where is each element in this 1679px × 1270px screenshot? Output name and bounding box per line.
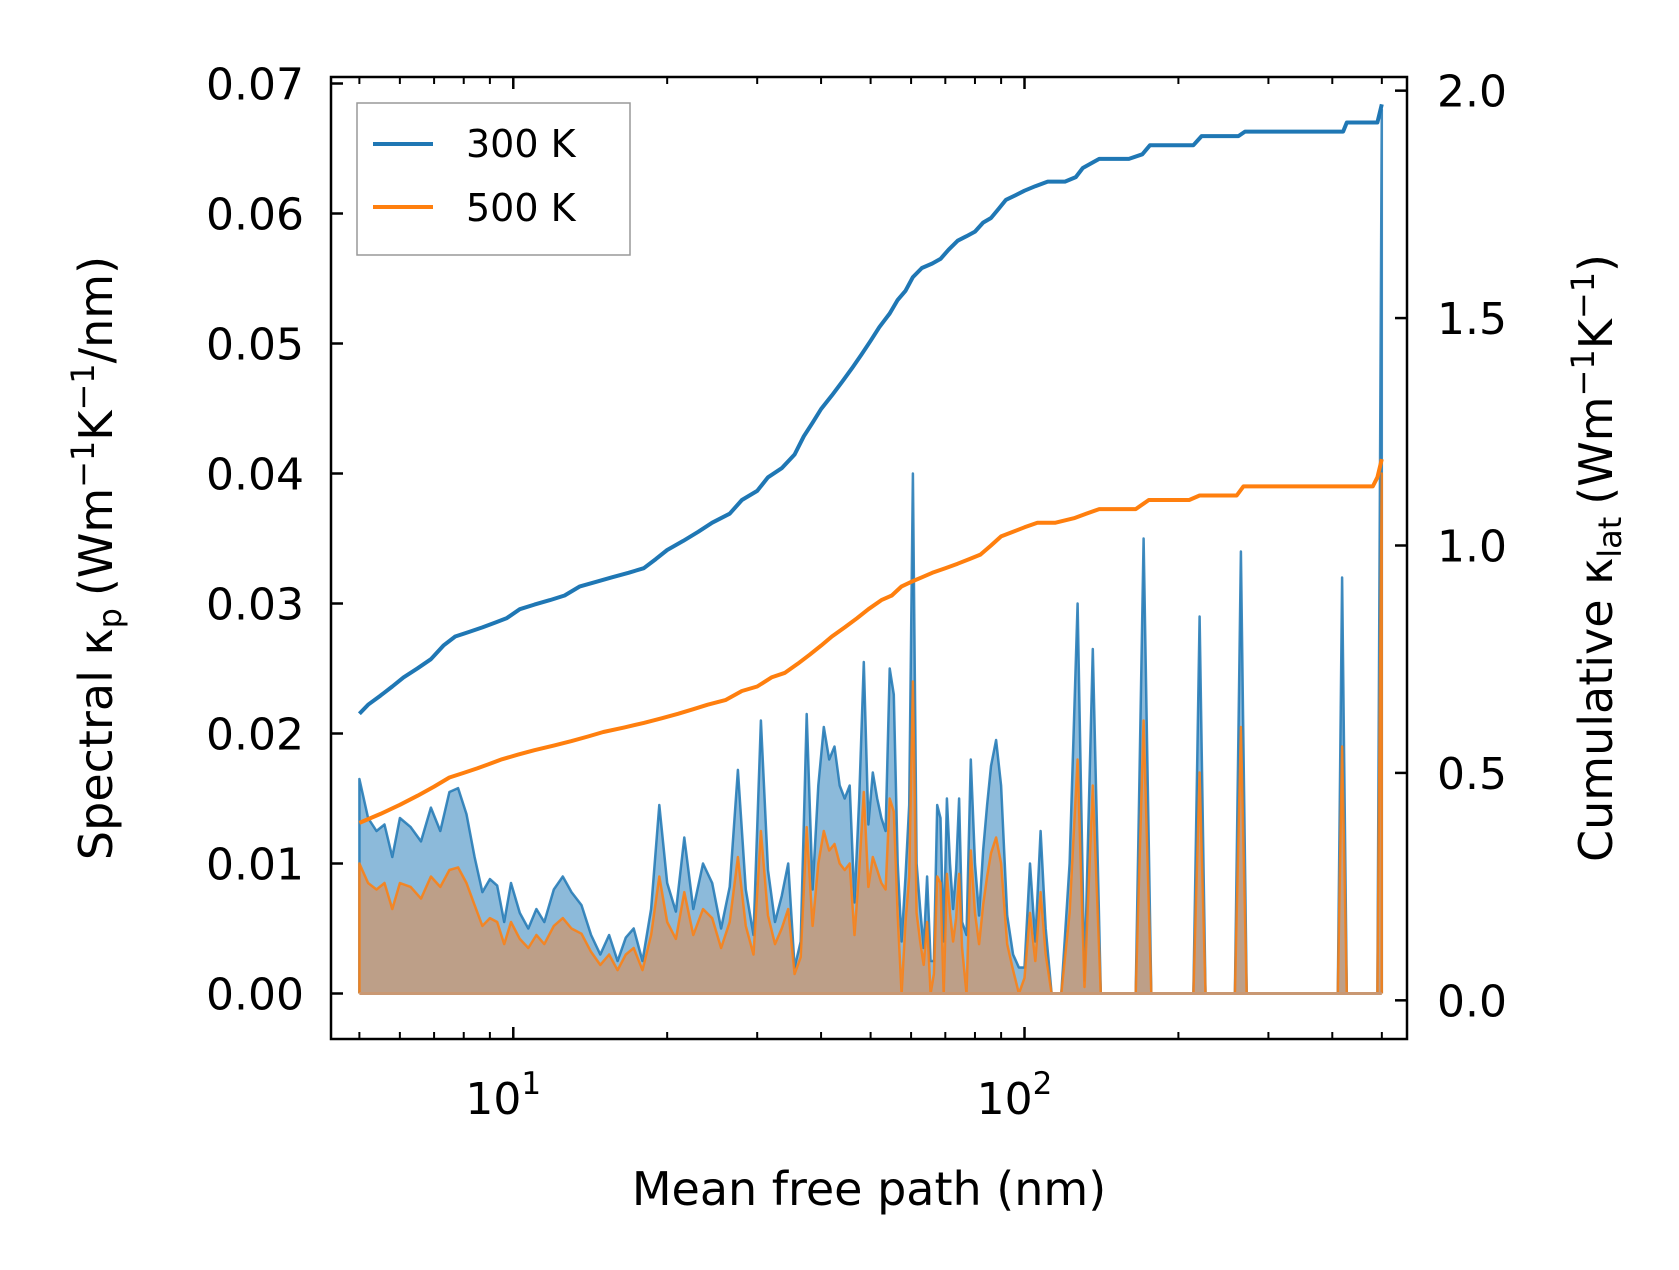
- legend-box: [356, 102, 631, 256]
- y-tick-label: 0.03: [206, 580, 304, 631]
- spectral-line-300k: [358, 108, 1384, 995]
- legend: 300 K 500 K: [356, 102, 631, 256]
- spectral-fills: [358, 108, 1384, 995]
- spectral-line-500k: [358, 472, 1384, 995]
- legend-label-500k: 500 K: [466, 186, 577, 230]
- y-tick-label: 0.07: [206, 60, 304, 111]
- y2-tick-label: 1.0: [1437, 521, 1507, 572]
- y2-axis-label-subscript: lat: [1591, 517, 1629, 558]
- y-tick-label: 0.01: [206, 840, 304, 891]
- y2-axis-label-exp-1: −1: [1564, 349, 1602, 396]
- y-tick-label: 0.00: [206, 970, 304, 1021]
- y2-tick-label: 1.5: [1437, 294, 1507, 345]
- axis-ticks: 0.00 0.01 0.02 0.03 0.04 0.05 0.06 0.07 0.0 0.5 1.…: [206, 60, 1507, 1126]
- y-axis-label: Spectral κp(Wm−1K−1/nm): [64, 256, 129, 860]
- y-tick-label: 0.04: [206, 450, 304, 501]
- y-axis-label-exp-2: −1: [64, 363, 102, 410]
- legend-label-300k: 300 K: [466, 122, 577, 166]
- y-tick-label: 0.05: [206, 320, 304, 371]
- x-tick-label: 102: [977, 1066, 1053, 1125]
- y2-tick-label: 2.0: [1437, 67, 1507, 118]
- y2-tick-label: 0.0: [1437, 976, 1507, 1027]
- x-tick-label: 101: [465, 1066, 541, 1125]
- cumulative-line-300k: [357, 103, 1384, 716]
- cumulative-line-500k: [358, 458, 1384, 825]
- y-axis-label-subscript: p: [91, 608, 129, 628]
- y2-axis-label: Cumulative κlat(Wm−1K−1): [1564, 254, 1629, 862]
- y2-tick-label: 0.5: [1437, 749, 1507, 800]
- series-lines: [357, 103, 1384, 825]
- spectral-area-500k: [359, 473, 1382, 994]
- y2-axis-label-exp-2: −1: [1564, 272, 1602, 319]
- plot-frame: [329, 75, 1409, 1041]
- y-tick-label: 0.02: [206, 710, 304, 761]
- y-axis-label-exp-1: −1: [64, 441, 102, 488]
- x-axis-label: Mean free path (nm): [632, 1162, 1106, 1216]
- y-tick-label: 0.06: [206, 190, 304, 241]
